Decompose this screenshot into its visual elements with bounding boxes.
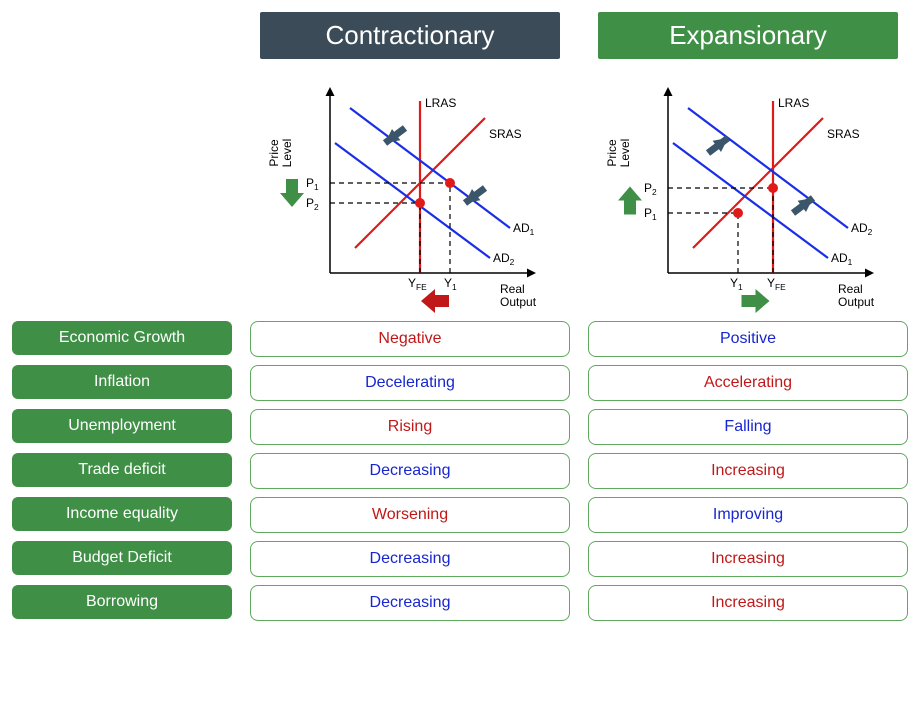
- chart-contractionary: PriceLevel RealOutput LRAS SRAS AD1 AD2 P1 P2 YF…: [250, 73, 570, 313]
- svg-text:P2: P2: [306, 196, 319, 212]
- value-expansionary: Increasing: [588, 541, 908, 577]
- chart-expansionary: PriceLevel RealOutput LRAS SRAS AD1 AD2 P1 P2 Y1…: [588, 73, 908, 313]
- svg-text:AD1: AD1: [831, 251, 853, 267]
- svg-text:RealOutput: RealOutput: [500, 282, 537, 309]
- svg-text:PriceLevel: PriceLevel: [267, 139, 294, 168]
- svg-text:Y1: Y1: [730, 276, 743, 292]
- svg-text:LRAS: LRAS: [425, 96, 456, 110]
- value-expansionary: Accelerating: [588, 365, 908, 401]
- svg-text:RealOutput: RealOutput: [838, 282, 875, 309]
- header-expansionary: Expansionary: [598, 12, 898, 59]
- value-expansionary: Falling: [588, 409, 908, 445]
- value-contractionary: Worsening: [250, 497, 570, 533]
- svg-text:LRAS: LRAS: [778, 96, 809, 110]
- value-contractionary: Decelerating: [250, 365, 570, 401]
- category-label: Inflation: [12, 365, 232, 399]
- category-label: Borrowing: [12, 585, 232, 619]
- value-contractionary: Negative: [250, 321, 570, 357]
- svg-text:P1: P1: [644, 206, 657, 222]
- svg-text:YFE: YFE: [767, 276, 786, 292]
- svg-text:YFE: YFE: [408, 276, 427, 292]
- svg-text:PriceLevel: PriceLevel: [605, 139, 632, 168]
- value-expansionary: Increasing: [588, 453, 908, 489]
- svg-text:SRAS: SRAS: [827, 127, 860, 141]
- category-label: Income equality: [12, 497, 232, 531]
- category-label: Budget Deficit: [12, 541, 232, 575]
- svg-text:P1: P1: [306, 176, 319, 192]
- svg-text:AD2: AD2: [493, 251, 515, 267]
- svg-text:SRAS: SRAS: [489, 127, 522, 141]
- value-contractionary: Rising: [250, 409, 570, 445]
- category-label: Economic Growth: [12, 321, 232, 355]
- chart-expansionary-svg: PriceLevel RealOutput LRAS SRAS AD1 AD2 P1 P2 Y1…: [598, 73, 898, 313]
- svg-text:AD2: AD2: [851, 221, 873, 237]
- comparison-grid: Contractionary Expansionary PriceLevel Re…: [12, 12, 899, 621]
- header-contractionary: Contractionary: [260, 12, 560, 59]
- category-label: Trade deficit: [12, 453, 232, 487]
- value-expansionary: Improving: [588, 497, 908, 533]
- value-expansionary: Increasing: [588, 585, 908, 621]
- value-contractionary: Decreasing: [250, 585, 570, 621]
- value-expansionary: Positive: [588, 321, 908, 357]
- value-contractionary: Decreasing: [250, 453, 570, 489]
- svg-text:AD1: AD1: [513, 221, 535, 237]
- category-label: Unemployment: [12, 409, 232, 443]
- svg-text:P2: P2: [644, 181, 657, 197]
- chart-contractionary-svg: PriceLevel RealOutput LRAS SRAS AD1 AD2 P1 P2 YF…: [260, 73, 560, 313]
- value-contractionary: Decreasing: [250, 541, 570, 577]
- svg-text:Y1: Y1: [444, 276, 457, 292]
